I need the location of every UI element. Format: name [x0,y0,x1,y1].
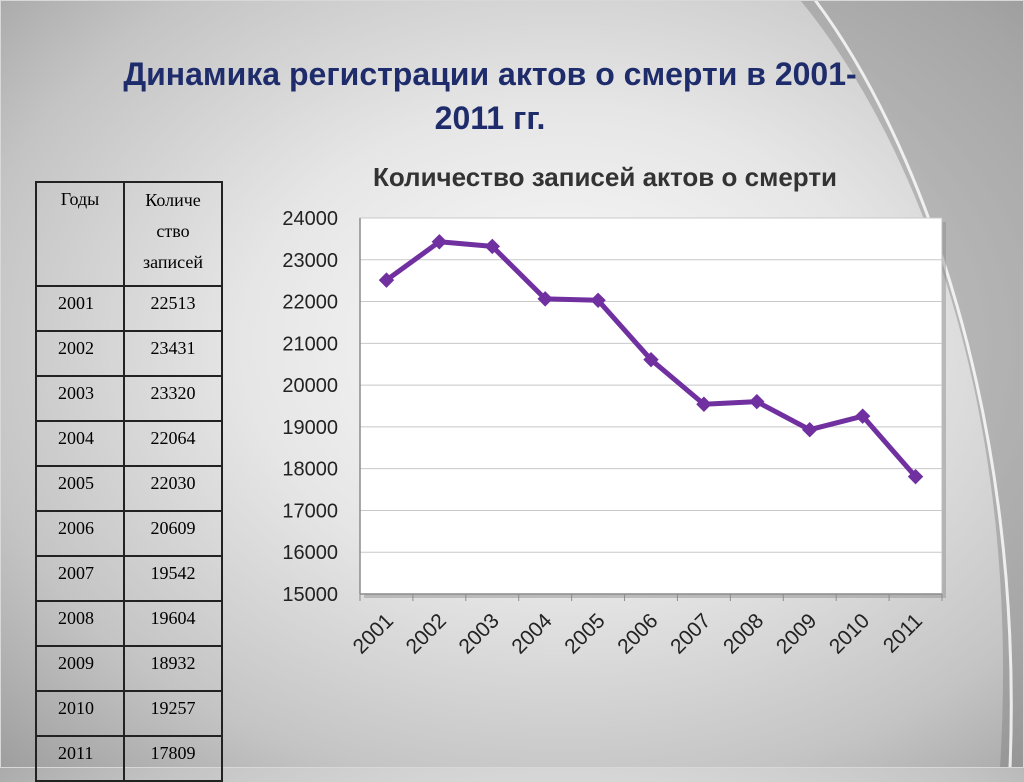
y-tick-label: 22000 [282,292,338,314]
data-table: Годы Количе ство записей 2001 22513 2002 2… [35,181,223,782]
y-tick-label: 19000 [282,417,338,439]
y-tick-label: 17000 [282,500,338,522]
x-tick-label: 2004 [507,609,557,659]
cell-count: 22064 [123,420,223,467]
header-count-line: записей [143,252,203,272]
x-tick-label: 2009 [772,609,821,658]
cell-count: 20609 [123,510,223,557]
cell-count: 22513 [123,285,223,332]
x-tick-label: 2007 [666,609,715,658]
cell-count: 19257 [123,690,223,737]
y-tick-label: 16000 [282,542,338,564]
cell-year: 2007 [35,555,125,602]
data-point-marker [590,292,606,309]
y-tick-label: 21000 [282,333,338,355]
header-count-line: Количе [145,190,201,210]
y-tick-label: 15000 [282,584,338,606]
data-point-marker [643,351,659,368]
x-tick-label: 2006 [613,609,662,658]
table-row: 2009 18932 [35,645,223,692]
data-point-marker [537,291,553,307]
table-row: 2005 22030 [35,465,223,512]
data-point-marker [484,238,500,255]
table-row: 2001 22513 [35,285,223,332]
table-row: 2004 22064 [35,420,223,467]
header-year: Годы [35,181,125,287]
table-row: 2002 23431 [35,330,223,377]
cell-year: 2002 [35,330,125,377]
slide-title-line2: 2011 гг. [434,100,546,136]
y-tick-label: 24000 [282,208,338,230]
cell-count: 19604 [123,600,223,647]
cell-year: 2006 [35,510,125,557]
header-count: Количе ство записей [123,181,223,287]
table-header-row: Годы Количе ство записей [35,181,223,287]
cell-year: 2004 [35,420,125,467]
data-point-marker [749,393,765,410]
cell-count: 19542 [123,555,223,602]
cell-year: 2005 [35,465,125,512]
data-point-marker [696,396,712,412]
cell-count: 18932 [123,645,223,692]
y-tick-label: 23000 [282,250,338,272]
table-row: 2008 19604 [35,600,223,647]
cell-count: 22030 [123,465,223,512]
x-tick-label: 2003 [455,609,504,658]
x-tick-label: 2001 [349,609,398,658]
y-tick-label: 20000 [282,375,338,397]
slide-title: Динамика регистрации актов о смерти в 20… [70,52,910,140]
data-point-marker [378,272,395,288]
chart-title: Количество записей актов о смерти [373,162,837,192]
x-tick-label: 2010 [825,609,874,658]
table-row: 2007 19542 [35,555,223,602]
x-tick-label: 2008 [719,609,768,658]
cell-year: 2003 [35,375,125,422]
data-point-marker [854,408,871,424]
data-point-marker [907,468,924,485]
data-point-marker [802,422,818,438]
cell-year: 2008 [35,600,125,647]
cell-year: 2001 [35,285,125,332]
table-row: 2003 23320 [35,375,223,422]
x-tick-label: 2005 [560,609,609,658]
table-row: 2010 19257 [35,690,223,737]
cell-year: 2010 [35,690,125,737]
cell-year: 2009 [35,645,125,692]
y-tick-label: 18000 [282,459,338,481]
table-row: 2006 20609 [35,510,223,557]
slide-title-line1: Динамика регистрации актов о смерти в 20… [123,56,857,92]
x-tick-label: 2002 [402,609,451,658]
cell-count: 23431 [123,330,223,377]
x-tick-label: 2011 [879,609,927,657]
data-point-marker [431,234,448,250]
header-count-line: ство [156,221,190,241]
cell-count: 23320 [123,375,223,422]
plot-area [359,217,943,595]
